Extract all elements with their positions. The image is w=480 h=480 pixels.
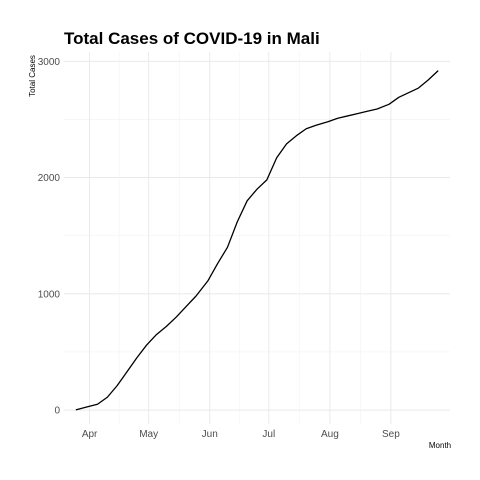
x-tick-label: Apr (82, 429, 98, 440)
series-line-total-cases (75, 70, 439, 411)
x-tick-label: May (139, 429, 158, 440)
y-tick-label: 1000 (38, 289, 61, 300)
x-tick-label: Jul (262, 429, 275, 440)
chart-title: Total Cases of COVID-19 in Mali (64, 29, 320, 48)
y-tick-label: 2000 (38, 173, 61, 184)
chart-ticks: 0 1000 2000 3000 Apr May Jun Jul Aug Sep (38, 57, 401, 440)
x-tick-label: Sep (382, 429, 400, 440)
x-tick-label: Jun (202, 429, 218, 440)
chart-grid (64, 52, 450, 424)
y-tick-label: 3000 (38, 57, 61, 68)
y-tick-label: 0 (54, 406, 60, 417)
x-tick-label: Aug (321, 429, 339, 440)
x-axis-title: Month (429, 441, 451, 450)
y-axis-title: Total Cases (28, 55, 37, 97)
